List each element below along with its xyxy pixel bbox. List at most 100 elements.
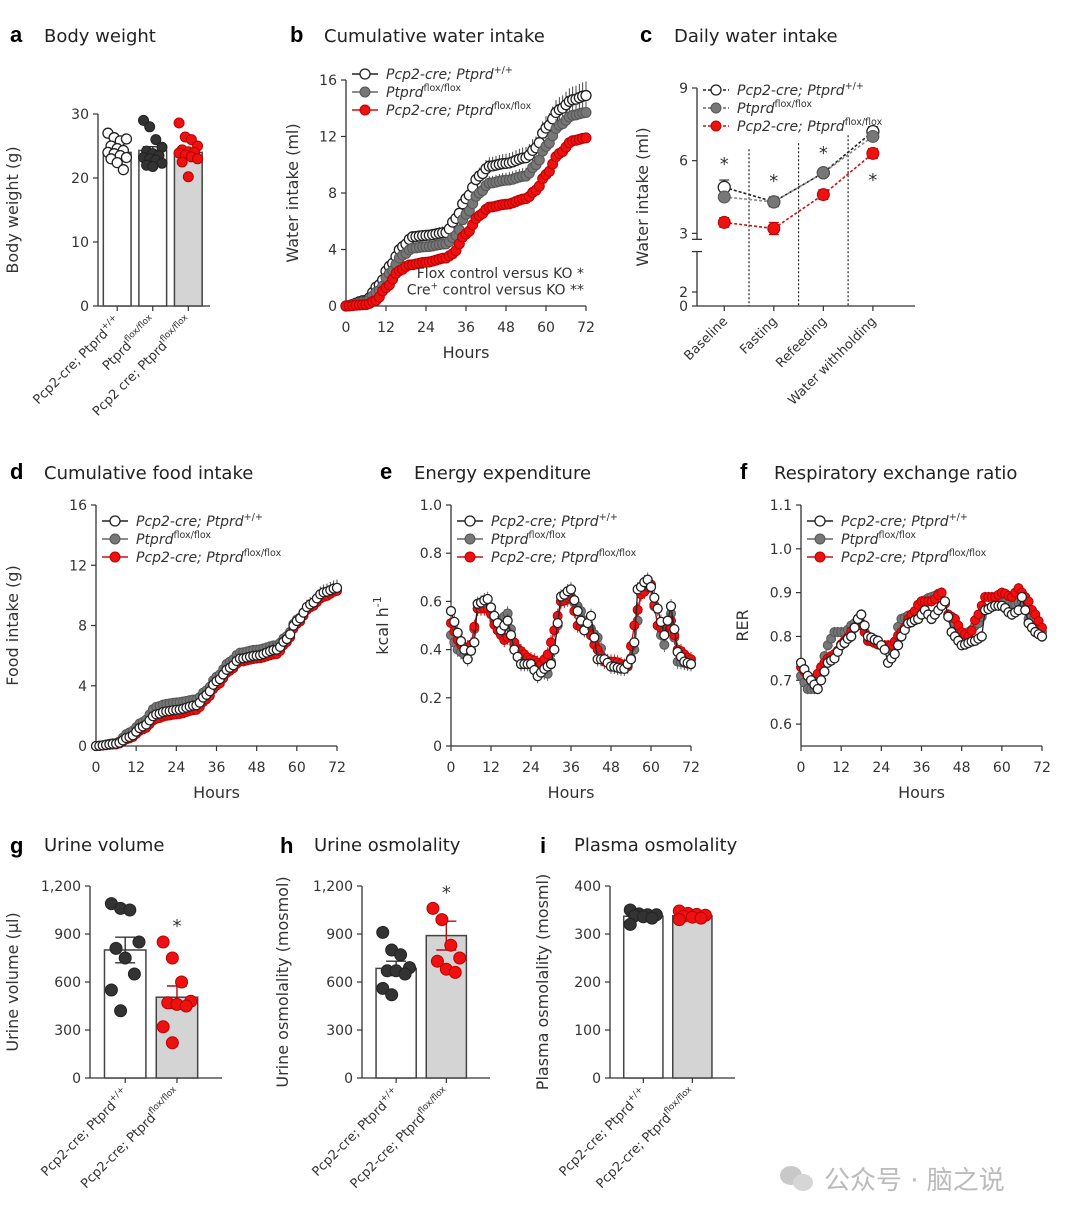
x-tick-label: 24	[417, 320, 435, 336]
data-point	[662, 615, 673, 626]
legend-label: Ptprdflox/flox	[386, 83, 461, 101]
legend-label: Pcp2-cre; Ptprdflox/flox	[737, 117, 883, 135]
legend-marker	[109, 551, 121, 563]
data-point	[426, 901, 440, 915]
y-axis-label: RER	[733, 609, 752, 641]
legend-label: Ptprdflox/flox	[136, 530, 211, 548]
y-tick-label: 0.2	[420, 691, 442, 707]
data-point	[629, 637, 640, 648]
legend-label-sup: flox/flox	[244, 548, 282, 559]
y-axis-label: Water intake (ml)	[633, 127, 652, 266]
legend-marker	[814, 551, 826, 563]
significance-mark: *	[720, 154, 729, 175]
data-point	[569, 595, 580, 606]
x-category-label-sup: flox/flox	[147, 1085, 179, 1117]
legend-marker	[464, 533, 476, 545]
data-point	[1020, 605, 1031, 616]
data-point	[892, 640, 904, 651]
data-point	[552, 617, 563, 629]
data-point	[448, 965, 462, 979]
legend-marker	[710, 120, 722, 132]
panel-title: Body weight	[44, 26, 156, 47]
y-tick-label: 6	[679, 154, 688, 170]
y-tick-label: 900	[326, 927, 353, 943]
stat-annotation: Flox control versus KO *	[417, 266, 584, 282]
panel-label: c	[640, 22, 653, 47]
y-tick-label: 0	[78, 739, 87, 755]
x-category-label-sup: flox/flox	[123, 313, 155, 345]
legend-marker	[359, 86, 371, 98]
legend-label-sup: +/+	[244, 512, 263, 523]
y-axis-label: Body weight (g)	[3, 146, 22, 273]
legend-label-sup: flox/flox	[878, 530, 916, 541]
legend-label-base: Pcp2-cre; Ptprd	[386, 67, 494, 83]
data-point	[175, 975, 189, 989]
data-point	[111, 156, 123, 169]
x-tick-label: 0	[342, 320, 351, 336]
data-point	[572, 605, 583, 617]
legend-label: Pcp2-cre; Ptprdflox/flox	[136, 548, 282, 566]
data-point	[394, 948, 408, 962]
data-point	[625, 654, 637, 665]
y-tick-label: 400	[574, 879, 601, 895]
chart-svg: 0 0.2 0.4 0.6 0.8 1.0 kcal h-1 0 12 24 36 48 60 72 Hou…	[371, 498, 700, 802]
data-point	[430, 954, 444, 968]
y-tick-label: 4	[78, 679, 87, 695]
legend-marker	[109, 515, 121, 527]
data-point	[665, 601, 677, 612]
stat-annotation-sig: *	[577, 266, 584, 282]
data-point	[192, 153, 204, 165]
x-tick-label: 0	[797, 760, 806, 776]
y-tick-label: 1.0	[420, 498, 442, 514]
data-point	[182, 171, 194, 183]
legend-label: Pcp2-cre; Ptprdflox/flox	[841, 548, 987, 566]
data-point	[580, 89, 592, 102]
data-point	[469, 637, 480, 648]
data-point	[385, 988, 399, 1002]
y-tick-label: 2	[679, 285, 688, 301]
y-tick-label: 0	[328, 299, 337, 315]
y-tick-label: 1.1	[770, 498, 792, 514]
x-category-label: Water withholding	[785, 314, 879, 408]
data-point	[376, 925, 390, 939]
data-point	[331, 582, 343, 593]
legend-label-sup: +/+	[599, 512, 618, 523]
bar	[622, 915, 664, 1079]
stat-annotation: Cre+ control versus KO **	[407, 282, 584, 299]
chart-svg: 0.6 0.7 0.8 0.9 1.0 1.1 RER 0 12 24 36 48 60 72 Hours P…	[733, 498, 1051, 802]
data-point	[645, 581, 657, 593]
panel-title: Plasma osmolality	[574, 835, 738, 856]
data-point	[672, 913, 686, 927]
panel-title: Cumulative water intake	[324, 26, 545, 47]
x-category-label-sup: flox/flox	[663, 1085, 695, 1117]
data-point	[629, 620, 640, 631]
chart-svg: 0 100 200 300 400 Plasma osmolality (mosml)Pc…	[533, 874, 735, 1192]
x-category-label-base: Pcp2-cre; Ptprd	[31, 327, 112, 408]
y-tick-label: 1,200	[313, 879, 353, 895]
y-axis-label-sup: -1	[371, 596, 384, 607]
data-point	[398, 967, 412, 981]
y-tick-label: 0.9	[770, 586, 792, 602]
x-tick-label: 60	[537, 320, 555, 336]
data-point	[502, 615, 513, 626]
data-point	[976, 631, 987, 642]
data-point	[685, 658, 697, 670]
plot-area: 0.6 0.7 0.8 0.9 1.0 1.1 RER 0 12 24 36 48 60 72 Hours P…	[733, 498, 1051, 802]
y-axis-label-text: Water intake (ml)	[283, 123, 302, 262]
data-point	[816, 166, 830, 180]
data-point	[482, 593, 493, 605]
significance-mark: *	[868, 170, 877, 191]
data-point	[889, 648, 900, 660]
x-tick-label: 36	[457, 320, 475, 336]
y-axis-label: Plasma osmolality (mosml)	[533, 874, 552, 1090]
legend-label-base: Ptprd	[386, 85, 424, 101]
y-axis-label-text: Water intake (ml)	[633, 127, 652, 266]
data-point	[150, 134, 162, 146]
data-point	[453, 951, 467, 965]
data-point	[156, 1020, 170, 1034]
chart-svg: 0 10 20 30 Body weight (g) Pcp2-cre; Ptprd+/+…	[3, 107, 210, 419]
data-point	[1016, 591, 1028, 603]
data-point	[449, 616, 460, 628]
data-point	[165, 1036, 179, 1050]
legend-label-base: Pcp2-cre; Ptprd	[386, 103, 494, 119]
